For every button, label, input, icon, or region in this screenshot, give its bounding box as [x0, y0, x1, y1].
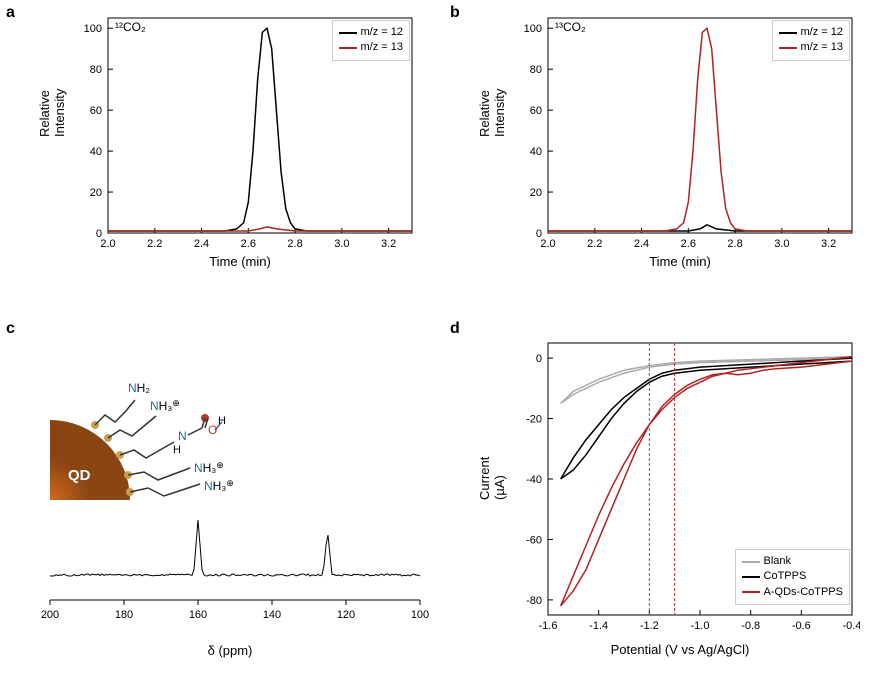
svg-text:2.8: 2.8: [287, 238, 302, 250]
svg-text:3.2: 3.2: [381, 238, 396, 250]
panel-a-legend: m/z = 12m/z = 13: [332, 20, 411, 61]
svg-text:NH₃⊕: NH₃⊕: [194, 460, 224, 475]
panel-b-xlabel: Time (min): [500, 254, 860, 269]
svg-text:-60: -60: [526, 534, 542, 546]
svg-text:0: 0: [96, 228, 102, 240]
svg-text:140: 140: [263, 609, 281, 621]
svg-text:O: O: [208, 423, 217, 437]
svg-text:2.6: 2.6: [241, 238, 256, 250]
svg-text:0: 0: [536, 353, 542, 365]
svg-text:3.0: 3.0: [774, 238, 789, 250]
panel-b: 2.02.22.42.62.83.03.2020406080100 ¹³CO₂ …: [500, 12, 860, 267]
panel-c-xlabel: δ (ppm): [30, 643, 430, 658]
svg-text:100: 100: [524, 23, 542, 35]
svg-text:2.0: 2.0: [540, 238, 555, 250]
panel-d-xlabel: Potential (V vs Ag/AgCl): [500, 642, 860, 657]
panel-a-xlabel: Time (min): [60, 254, 420, 269]
svg-text:N: N: [178, 429, 187, 443]
svg-text:2.8: 2.8: [727, 238, 742, 250]
panel-c-label: c: [6, 320, 15, 338]
panel-b-legend: m/z = 12m/z = 13: [772, 20, 851, 61]
qd-molecule-diagram: QD NH₂ NH₃⊕ N H O: [50, 330, 300, 500]
svg-text:-1.0: -1.0: [691, 620, 710, 632]
svg-text:3.2: 3.2: [821, 238, 836, 250]
svg-text:-20: -20: [526, 414, 542, 426]
svg-text:200: 200: [41, 609, 59, 621]
svg-text:2.2: 2.2: [147, 238, 162, 250]
panel-a-label: a: [6, 4, 15, 22]
svg-text:100: 100: [411, 609, 429, 621]
panel-d-ylabel: Current (µA): [477, 480, 507, 500]
svg-text:2.2: 2.2: [587, 238, 602, 250]
svg-text:60: 60: [530, 105, 542, 117]
panel-b-ylabel: Relative Intensity: [477, 117, 507, 137]
panel-b-annotation: ¹³CO₂: [555, 20, 586, 34]
svg-text:2.0: 2.0: [100, 238, 115, 250]
svg-text:3.0: 3.0: [334, 238, 349, 250]
svg-text:-1.2: -1.2: [640, 620, 659, 632]
panel-d-chart: -1.6 -1.4 -1.2 -1.0 -0.8 -0.6 -0.4 -80 -60 -40 -20…: [500, 335, 860, 655]
panel-c-spectrum: 200 180 160 140 120 100: [30, 490, 430, 630]
svg-text:40: 40: [530, 146, 542, 158]
svg-text:-40: -40: [526, 474, 542, 486]
svg-text:QD: QD: [68, 467, 91, 484]
svg-text:80: 80: [530, 64, 542, 76]
svg-text:100: 100: [84, 23, 102, 35]
svg-text:160: 160: [189, 609, 207, 621]
svg-text:NH₂: NH₂: [128, 381, 150, 395]
panel-a-ylabel: Relative Intensity: [37, 117, 67, 137]
svg-text:60: 60: [90, 105, 102, 117]
svg-text:-1.4: -1.4: [589, 620, 608, 632]
svg-text:-0.4: -0.4: [843, 620, 860, 632]
svg-text:2.6: 2.6: [681, 238, 696, 250]
svg-text:-0.6: -0.6: [792, 620, 811, 632]
svg-text:-1.6: -1.6: [539, 620, 558, 632]
panel-c: QD NH₂ NH₃⊕ N H O: [30, 330, 430, 660]
svg-text:80: 80: [90, 64, 102, 76]
panel-b-label: b: [450, 4, 460, 22]
panel-d-legend: BlankCoTPPSA-QDs-CoTPPS: [735, 549, 850, 605]
svg-text:20: 20: [90, 187, 102, 199]
svg-text:0: 0: [536, 228, 542, 240]
svg-text:2.4: 2.4: [634, 238, 649, 250]
svg-text:180: 180: [115, 609, 133, 621]
svg-text:-80: -80: [526, 595, 542, 607]
svg-text:H: H: [173, 444, 181, 456]
panel-a: 2.02.22.42.62.83.03.2020406080100 ¹²CO₂ …: [60, 12, 420, 267]
svg-text:40: 40: [90, 146, 102, 158]
svg-text:20: 20: [530, 187, 542, 199]
svg-text:NH₃⊕: NH₃⊕: [150, 398, 180, 413]
panel-a-annotation: ¹²CO₂: [115, 20, 146, 34]
panel-d: -1.6 -1.4 -1.2 -1.0 -0.8 -0.6 -0.4 -80 -60 -40 -20…: [500, 335, 860, 655]
svg-text:2.4: 2.4: [194, 238, 209, 250]
svg-text:120: 120: [337, 609, 355, 621]
svg-text:-0.8: -0.8: [741, 620, 760, 632]
panel-d-label: d: [450, 320, 460, 338]
